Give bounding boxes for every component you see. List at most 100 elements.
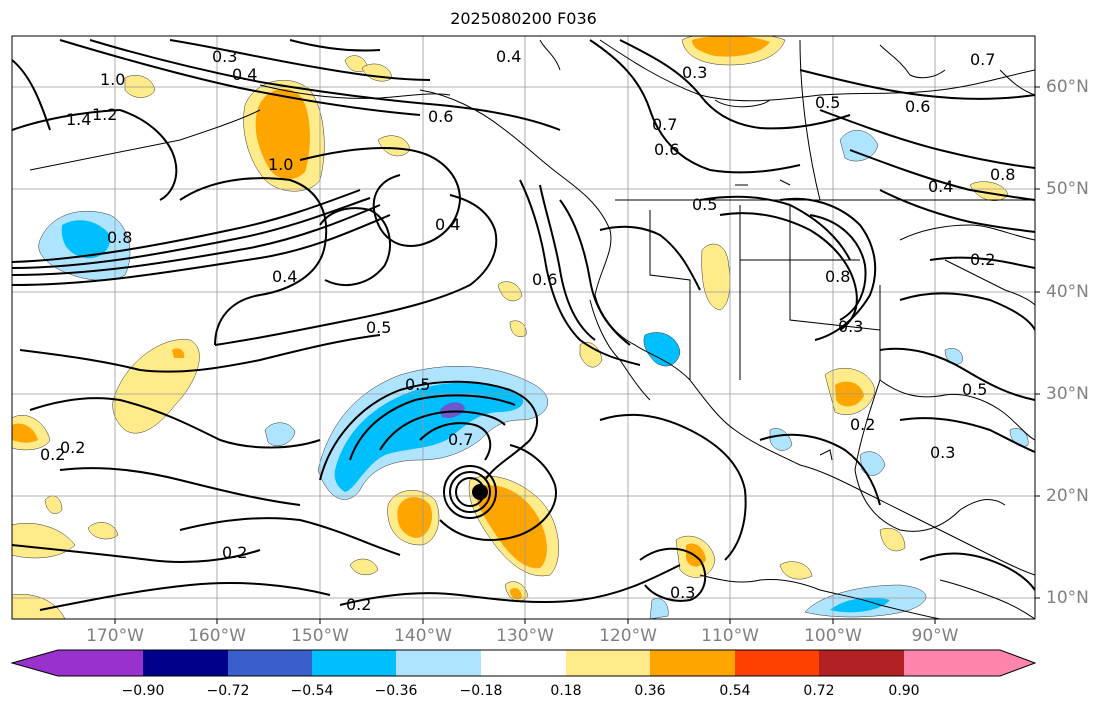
yellow-region-small-b (87, 522, 119, 540)
yellow-region-small-c (349, 558, 379, 576)
contour-label: 1.0 (268, 155, 293, 174)
orange-region-hawaii-dot (172, 348, 185, 358)
blue-region-small-3 (649, 598, 669, 619)
lat-label: 10°N (1046, 588, 1089, 608)
lon-label: 100°W (804, 626, 862, 646)
yellow-region-south-2 (879, 527, 906, 552)
orange-region-small-d (510, 587, 522, 600)
chart-title: 2025080200 F036 (450, 9, 597, 28)
contour-label: 0.2 (40, 445, 65, 464)
contour-label: 0.8 (107, 228, 132, 247)
colorbar-segment (58, 650, 143, 676)
colorbar-tick-label: −0.54 (290, 683, 334, 699)
contour-label: 0.5 (815, 93, 840, 112)
colorbar-segment (312, 650, 396, 676)
contour-label: 0.7 (970, 50, 995, 69)
colorbar-segment (396, 650, 481, 676)
purple-core (440, 402, 465, 418)
contour-label: 0.4 (435, 215, 460, 234)
lat-label: 50°N (1046, 179, 1089, 199)
contour-label: 0.5 (692, 195, 717, 214)
contour-label: 0.2 (60, 438, 85, 457)
lon-label: 110°W (701, 626, 759, 646)
yellow-region-north-small (497, 281, 523, 302)
contour-label: 0.8 (990, 165, 1015, 184)
storm-center-marker (472, 484, 488, 500)
blue-region-southeast-core (830, 597, 890, 613)
contour-label: 1.4 (66, 110, 91, 129)
lon-label: 120°W (599, 626, 657, 646)
contour-label: 0.4 (928, 177, 953, 196)
contour-label: 0.4 (232, 65, 257, 84)
contour-label: 0.4 (272, 267, 297, 286)
lon-label: 140°W (394, 626, 452, 646)
yellow-region-baja (579, 342, 603, 368)
contour-label: 0.3 (212, 47, 237, 66)
contour-label: 0.6 (654, 140, 679, 159)
colorbar-segment (904, 650, 1000, 676)
contour-label: 0.5 (366, 318, 391, 337)
map-frame (11, 35, 1036, 620)
contour-label: 0.2 (850, 415, 875, 434)
contour-label: 0.7 (448, 430, 473, 449)
colorbar-outline (10, 649, 1037, 677)
lon-ticks (114, 619, 936, 624)
colorbar-segment (735, 650, 819, 676)
colorbar-tick-label: −0.90 (121, 683, 165, 699)
contour-label: 0.6 (905, 97, 930, 116)
lon-label: 170°W (86, 626, 144, 646)
orange-region-gulf-alaska (255, 88, 310, 180)
blue-region-east-small (944, 348, 963, 365)
blue-region-mexico-coast (643, 332, 681, 367)
contour-labels: 0.3 0.4 1.0 1.2 1.4 0.4 0.3 0.6 0.7 0.5 … (40, 47, 1015, 614)
colorbar-tick-label: −0.72 (206, 683, 250, 699)
contour-label: 0.3 (682, 63, 707, 82)
colorbar-tick-label: 0.90 (888, 683, 920, 699)
colorbar-segment (481, 650, 566, 676)
contour-label: 0.2 (970, 250, 995, 269)
lat-label: 20°N (1046, 486, 1089, 506)
contour-label: 0.3 (838, 317, 863, 336)
orange-region-north (692, 36, 770, 57)
lon-label: 90°W (911, 626, 959, 646)
contour-label: 0.3 (670, 583, 695, 602)
colorbar (10, 649, 1037, 677)
contour-label: 0.2 (346, 595, 371, 614)
colorbar-segment (819, 650, 904, 676)
lat-ticks (1035, 86, 1040, 599)
yellow-region-hawaii (112, 339, 200, 434)
blue-region-small-1 (264, 422, 296, 447)
contour-label: 0.5 (405, 375, 430, 394)
yellow-region-south-3 (779, 561, 813, 580)
coastlines (29, 39, 1035, 619)
colorbar-tick-label: −0.36 (374, 683, 418, 699)
colorbar-tick-label: 0.72 (803, 683, 835, 699)
contour-label: 0.5 (962, 380, 987, 399)
lat-label: 30°N (1046, 384, 1089, 404)
colorbar-tick-label: −0.18 (459, 683, 503, 699)
colorbar-segment (1000, 650, 1035, 676)
contour-label: 0.3 (930, 443, 955, 462)
contour-label: 0.8 (825, 267, 850, 286)
colorbar-segment (228, 650, 312, 676)
lon-label: 130°W (496, 626, 554, 646)
orange-region-storm-east (476, 485, 547, 569)
blue-region-northeast (839, 130, 879, 162)
contour-label: 0.6 (428, 107, 453, 126)
colorbar-segments (12, 650, 1035, 676)
blue-region-west-pacific-core (61, 220, 111, 259)
contour-label: 1.2 (92, 105, 117, 124)
colorbar-segment (143, 650, 228, 676)
yellow-region-north-pac (124, 75, 156, 98)
colorbar-segment (12, 650, 58, 676)
colorbar-segment (650, 650, 735, 676)
map-grid (12, 36, 1035, 619)
lon-label: 150°W (291, 626, 349, 646)
contour-lines (12, 39, 1035, 611)
lon-label: 160°W (188, 626, 246, 646)
contour-label: 0.2 (222, 543, 247, 562)
contour-label: 0.7 (652, 115, 677, 134)
colorbar-tick-label: 0.18 (550, 683, 582, 699)
yellow-region-north-small-2 (509, 320, 527, 338)
